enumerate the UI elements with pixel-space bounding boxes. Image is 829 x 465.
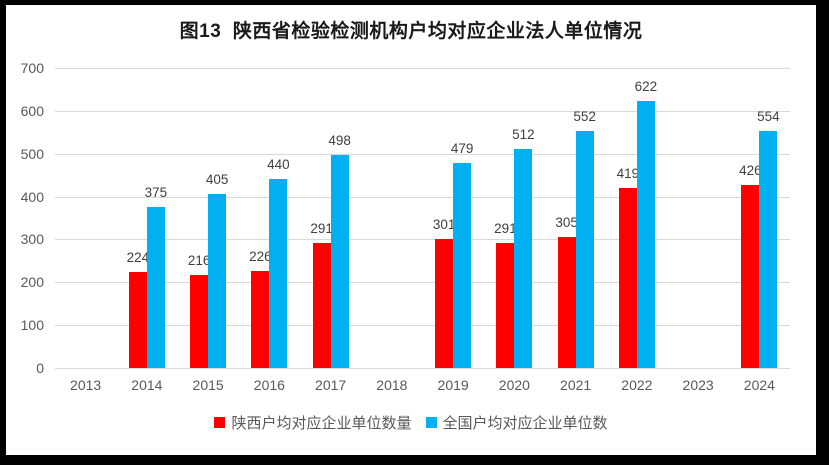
gridline [55, 68, 790, 69]
legend-swatch [214, 417, 226, 428]
bar-value-label: 291 [310, 221, 333, 237]
y-tick-label: 0 [36, 360, 44, 376]
bar-group: 224 375 [116, 68, 177, 368]
y-tick-label: 600 [20, 102, 44, 119]
bar-groups: 224 375 216 405 226 440 291 498 301 479 291 512 305 5… [55, 68, 790, 368]
gridline [55, 196, 790, 198]
bar-group: 301 479 [423, 68, 484, 368]
y-tick-label: 100 [20, 317, 44, 334]
bar-value-label: 224 [126, 250, 150, 265]
bar-value-label: 552 [573, 109, 596, 125]
x-tick-label: 2017 [315, 377, 347, 393]
bar: 405 [206, 172, 228, 368]
gridline [55, 239, 790, 241]
legend-swatch [425, 417, 437, 428]
x-tick-label: 2018 [376, 377, 408, 393]
bar-group: 216 405 [178, 68, 239, 368]
legend-label: 全国户均对应企业单位数 [442, 415, 608, 432]
gridline [55, 153, 790, 155]
legend-label: 陕西户均对应企业单位数量 [231, 415, 412, 432]
x-tick-label: 2021 [560, 377, 592, 393]
bar: 301 [433, 217, 455, 368]
y-tick-label: 300 [20, 231, 44, 248]
bar: 512 [512, 127, 535, 368]
bar-group: 419 622 [606, 68, 667, 368]
bar-value-label: 440 [267, 157, 290, 173]
gridline [55, 282, 790, 284]
bar: 426 [739, 163, 762, 368]
bar: 498 [328, 133, 351, 368]
x-tick-label: 2015 [192, 377, 224, 393]
bar-group [361, 68, 422, 368]
bar-value-label: 419 [616, 166, 640, 182]
bar-group: 291 512 [484, 68, 545, 368]
bar: 622 [635, 79, 657, 368]
bar-value-label: 426 [739, 163, 762, 179]
bar-value-label: 512 [512, 126, 535, 142]
plot-area: 0 100 200 300 400 500 600 700 224 375 216 405 226 440… [21, 60, 790, 376]
x-tick-label: 2016 [253, 377, 285, 393]
bar-value-label: 622 [634, 79, 658, 95]
gridline [55, 325, 790, 327]
x-axis: 2013 2014 2015 2016 2017 2018 2019 2020 2021 2022… [55, 377, 790, 393]
x-tick-label: 2024 [743, 377, 775, 393]
legend-item: 全国户均对应企业单位数 [425, 412, 608, 433]
bar-value-label: 216 [187, 253, 211, 269]
gridline [55, 368, 790, 369]
legend: 陕西户均对应企业单位数量 全国户均对应企业单位数 [6, 412, 816, 433]
y-tick-label: 200 [20, 274, 44, 291]
bar-group: 226 440 [239, 68, 300, 368]
y-tick-label: 500 [20, 145, 44, 162]
bar-group: 291 498 [300, 68, 361, 368]
bar-value-label: 479 [450, 140, 474, 156]
bar: 552 [573, 109, 596, 368]
bar-group [668, 68, 729, 368]
bar: 419 [617, 166, 639, 368]
bar: 216 [188, 253, 210, 368]
y-tick-label: 400 [20, 188, 44, 205]
bar-group: 305 552 [545, 68, 606, 368]
bar-value-label: 291 [494, 221, 517, 237]
gridline [55, 110, 790, 112]
bar: 375 [145, 185, 167, 368]
chart-title: 图13 陕西省检验检测机构户均对应企业法人单位情况 [179, 21, 643, 42]
bar-group: 426 554 [729, 68, 790, 368]
bar-value-label: 405 [205, 172, 229, 188]
x-tick-label: 2013 [70, 377, 102, 393]
y-tick-label: 700 [20, 60, 44, 76]
x-tick-label: 2020 [498, 377, 530, 393]
x-tick-label: 2022 [621, 377, 653, 393]
legend-item: 陕西户均对应企业单位数量 [214, 412, 412, 433]
bar: 291 [310, 221, 333, 368]
bar-value-label: 375 [144, 185, 168, 201]
bar: 226 [249, 249, 272, 368]
bar: 291 [494, 221, 517, 368]
bar-value-label: 301 [432, 217, 456, 232]
bar-value-label: 554 [757, 108, 780, 124]
bar-value-label: 226 [249, 249, 272, 265]
x-tick-label: 2014 [131, 377, 163, 393]
bar-value-label: 305 [555, 215, 578, 231]
bar: 479 [451, 141, 473, 368]
bar: 224 [127, 250, 149, 368]
bar: 440 [267, 157, 290, 368]
bar-value-label: 498 [328, 132, 351, 148]
x-tick-label: 2019 [437, 377, 469, 393]
bar-group [55, 68, 116, 368]
x-tick-label: 2023 [682, 377, 714, 393]
bar: 554 [757, 109, 780, 368]
bar: 305 [555, 215, 578, 368]
